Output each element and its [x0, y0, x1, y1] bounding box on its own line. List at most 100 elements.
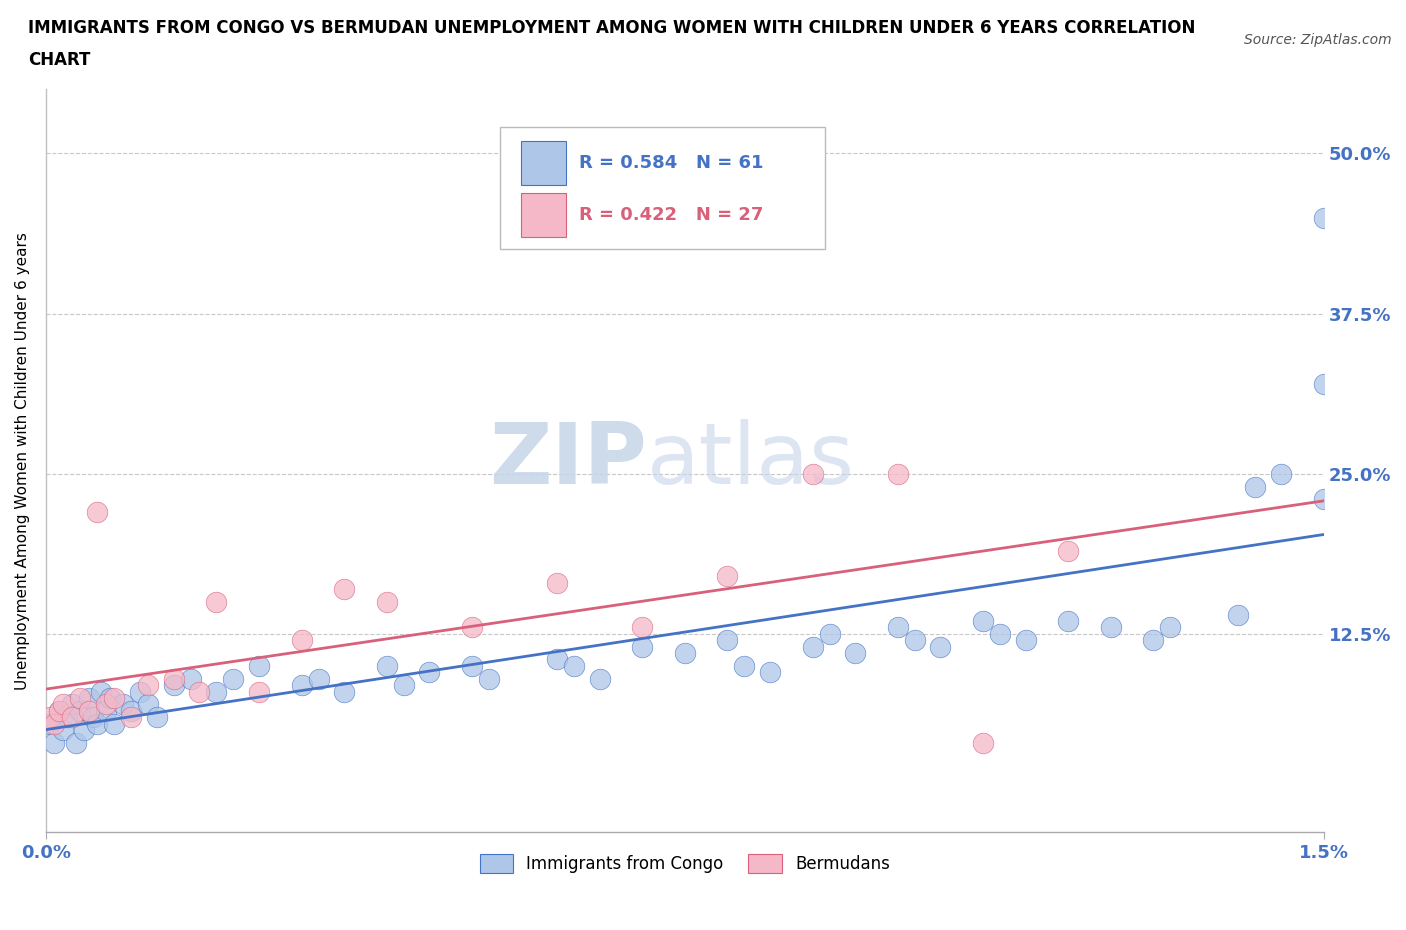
- Legend: Immigrants from Congo, Bermudans: Immigrants from Congo, Bermudans: [472, 847, 897, 880]
- Point: [48, 703, 70, 718]
- Point: [136, 678, 159, 693]
- Point: [48, 703, 70, 718]
- Point: [673, 645, 696, 660]
- Point: [120, 710, 142, 724]
- Point: [163, 678, 186, 693]
- Point: [98, 690, 121, 705]
- Text: R = 0.584   N = 61: R = 0.584 N = 61: [579, 154, 763, 172]
- Point: [929, 639, 952, 654]
- Point: [1312, 210, 1334, 225]
- Point: [461, 658, 484, 673]
- Point: [375, 594, 398, 609]
- Point: [333, 684, 356, 699]
- Point: [1014, 632, 1036, 647]
- Point: [716, 632, 738, 647]
- Point: [86, 716, 108, 731]
- Point: [128, 684, 150, 699]
- Text: R = 0.422   N = 27: R = 0.422 N = 27: [579, 206, 763, 224]
- Point: [44, 716, 66, 731]
- Point: [887, 620, 910, 635]
- Point: [1159, 620, 1181, 635]
- Text: Source: ZipAtlas.com: Source: ZipAtlas.com: [1244, 33, 1392, 46]
- Point: [145, 710, 167, 724]
- Point: [631, 639, 654, 654]
- Point: [111, 697, 134, 711]
- Point: [1227, 607, 1250, 622]
- Point: [52, 723, 75, 737]
- FancyBboxPatch shape: [522, 141, 567, 184]
- Point: [1312, 377, 1334, 392]
- Text: ZIP: ZIP: [489, 419, 647, 502]
- Point: [290, 632, 312, 647]
- Point: [73, 723, 96, 737]
- Point: [86, 505, 108, 520]
- Point: [759, 665, 782, 680]
- Point: [904, 632, 927, 647]
- Point: [60, 710, 83, 724]
- Point: [163, 671, 186, 686]
- Point: [1142, 632, 1164, 647]
- Point: [120, 703, 142, 718]
- Point: [1057, 614, 1080, 629]
- Point: [290, 678, 312, 693]
- Point: [247, 658, 270, 673]
- Point: [69, 703, 91, 718]
- Point: [180, 671, 202, 686]
- Point: [478, 671, 501, 686]
- Point: [375, 658, 398, 673]
- Point: [716, 569, 738, 584]
- Point: [333, 581, 356, 596]
- Point: [94, 703, 117, 718]
- Point: [844, 645, 866, 660]
- Point: [77, 703, 100, 718]
- Point: [733, 658, 755, 673]
- Point: [56, 710, 79, 724]
- Point: [39, 710, 62, 724]
- Point: [546, 652, 568, 667]
- Point: [988, 627, 1011, 642]
- Point: [94, 697, 117, 711]
- Point: [60, 697, 83, 711]
- Point: [247, 684, 270, 699]
- Point: [972, 614, 994, 629]
- FancyBboxPatch shape: [522, 193, 567, 236]
- Y-axis label: Unemployment Among Women with Children Under 6 years: Unemployment Among Women with Children U…: [15, 232, 30, 690]
- Point: [136, 697, 159, 711]
- Point: [82, 710, 104, 724]
- Point: [52, 697, 75, 711]
- Point: [801, 466, 824, 481]
- Point: [1057, 543, 1080, 558]
- Text: IMMIGRANTS FROM CONGO VS BERMUDAN UNEMPLOYMENT AMONG WOMEN WITH CHILDREN UNDER 6: IMMIGRANTS FROM CONGO VS BERMUDAN UNEMPL…: [28, 19, 1195, 36]
- Point: [546, 575, 568, 590]
- Point: [65, 736, 87, 751]
- Point: [818, 627, 841, 642]
- Point: [103, 690, 125, 705]
- Point: [392, 678, 415, 693]
- Point: [103, 716, 125, 731]
- Point: [461, 620, 484, 635]
- Point: [588, 671, 610, 686]
- Text: CHART: CHART: [28, 51, 90, 69]
- Point: [222, 671, 245, 686]
- Point: [418, 665, 440, 680]
- Point: [69, 690, 91, 705]
- Point: [90, 684, 112, 699]
- Point: [1244, 479, 1267, 494]
- Point: [1099, 620, 1122, 635]
- Text: atlas: atlas: [647, 419, 855, 502]
- Point: [801, 639, 824, 654]
- Point: [972, 736, 994, 751]
- Point: [44, 736, 66, 751]
- Point: [39, 716, 62, 731]
- Point: [77, 690, 100, 705]
- Point: [631, 620, 654, 635]
- Point: [1312, 492, 1334, 507]
- Point: [1270, 466, 1292, 481]
- FancyBboxPatch shape: [499, 126, 825, 249]
- Point: [205, 594, 228, 609]
- Point: [308, 671, 330, 686]
- Point: [887, 466, 910, 481]
- Point: [188, 684, 211, 699]
- Point: [205, 684, 228, 699]
- Point: [562, 658, 585, 673]
